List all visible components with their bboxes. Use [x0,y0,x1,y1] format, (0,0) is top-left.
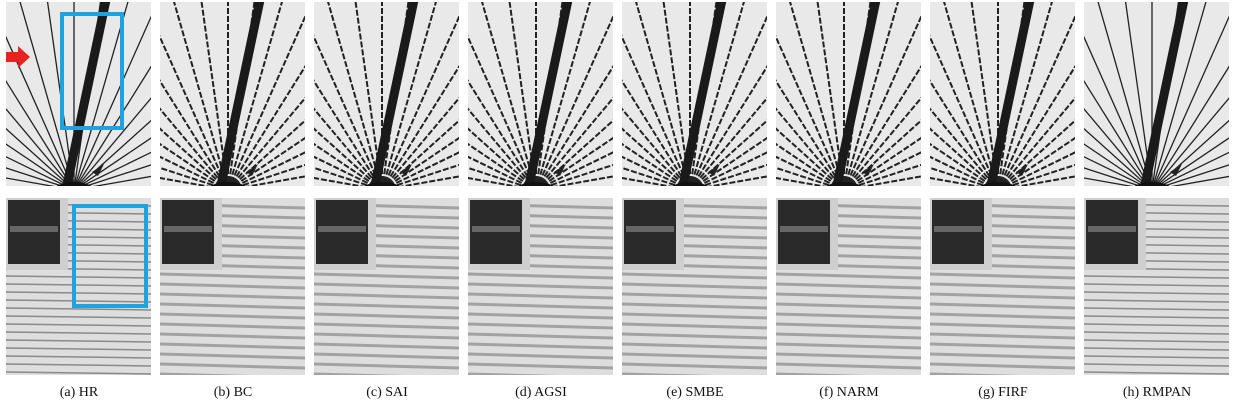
crop-bottom [468,198,613,378]
caption: (h) RMPAN [1080,385,1234,401]
caption: (c) SAI [310,385,464,401]
crop-bottom [930,198,1075,378]
caption: (e) SMBE [618,385,772,401]
crop-bottom [160,198,305,378]
caption: (b) BC [156,385,310,401]
crop-bottom [776,198,921,378]
caption: (f) NARM [772,385,926,401]
crop-bottom [314,198,459,378]
image-grid [0,0,1234,380]
caption: (d) AGSI [464,385,618,401]
caption: (a) HR [2,385,156,401]
figure: (a) HR(b) BC(c) SAI(d) AGSI(e) SMBE(f) N… [0,0,1234,412]
caption: (g) FIRF [926,385,1080,401]
crop-bottom [1084,198,1229,375]
crop-bottom [622,198,767,378]
crop-bottom [6,198,151,375]
